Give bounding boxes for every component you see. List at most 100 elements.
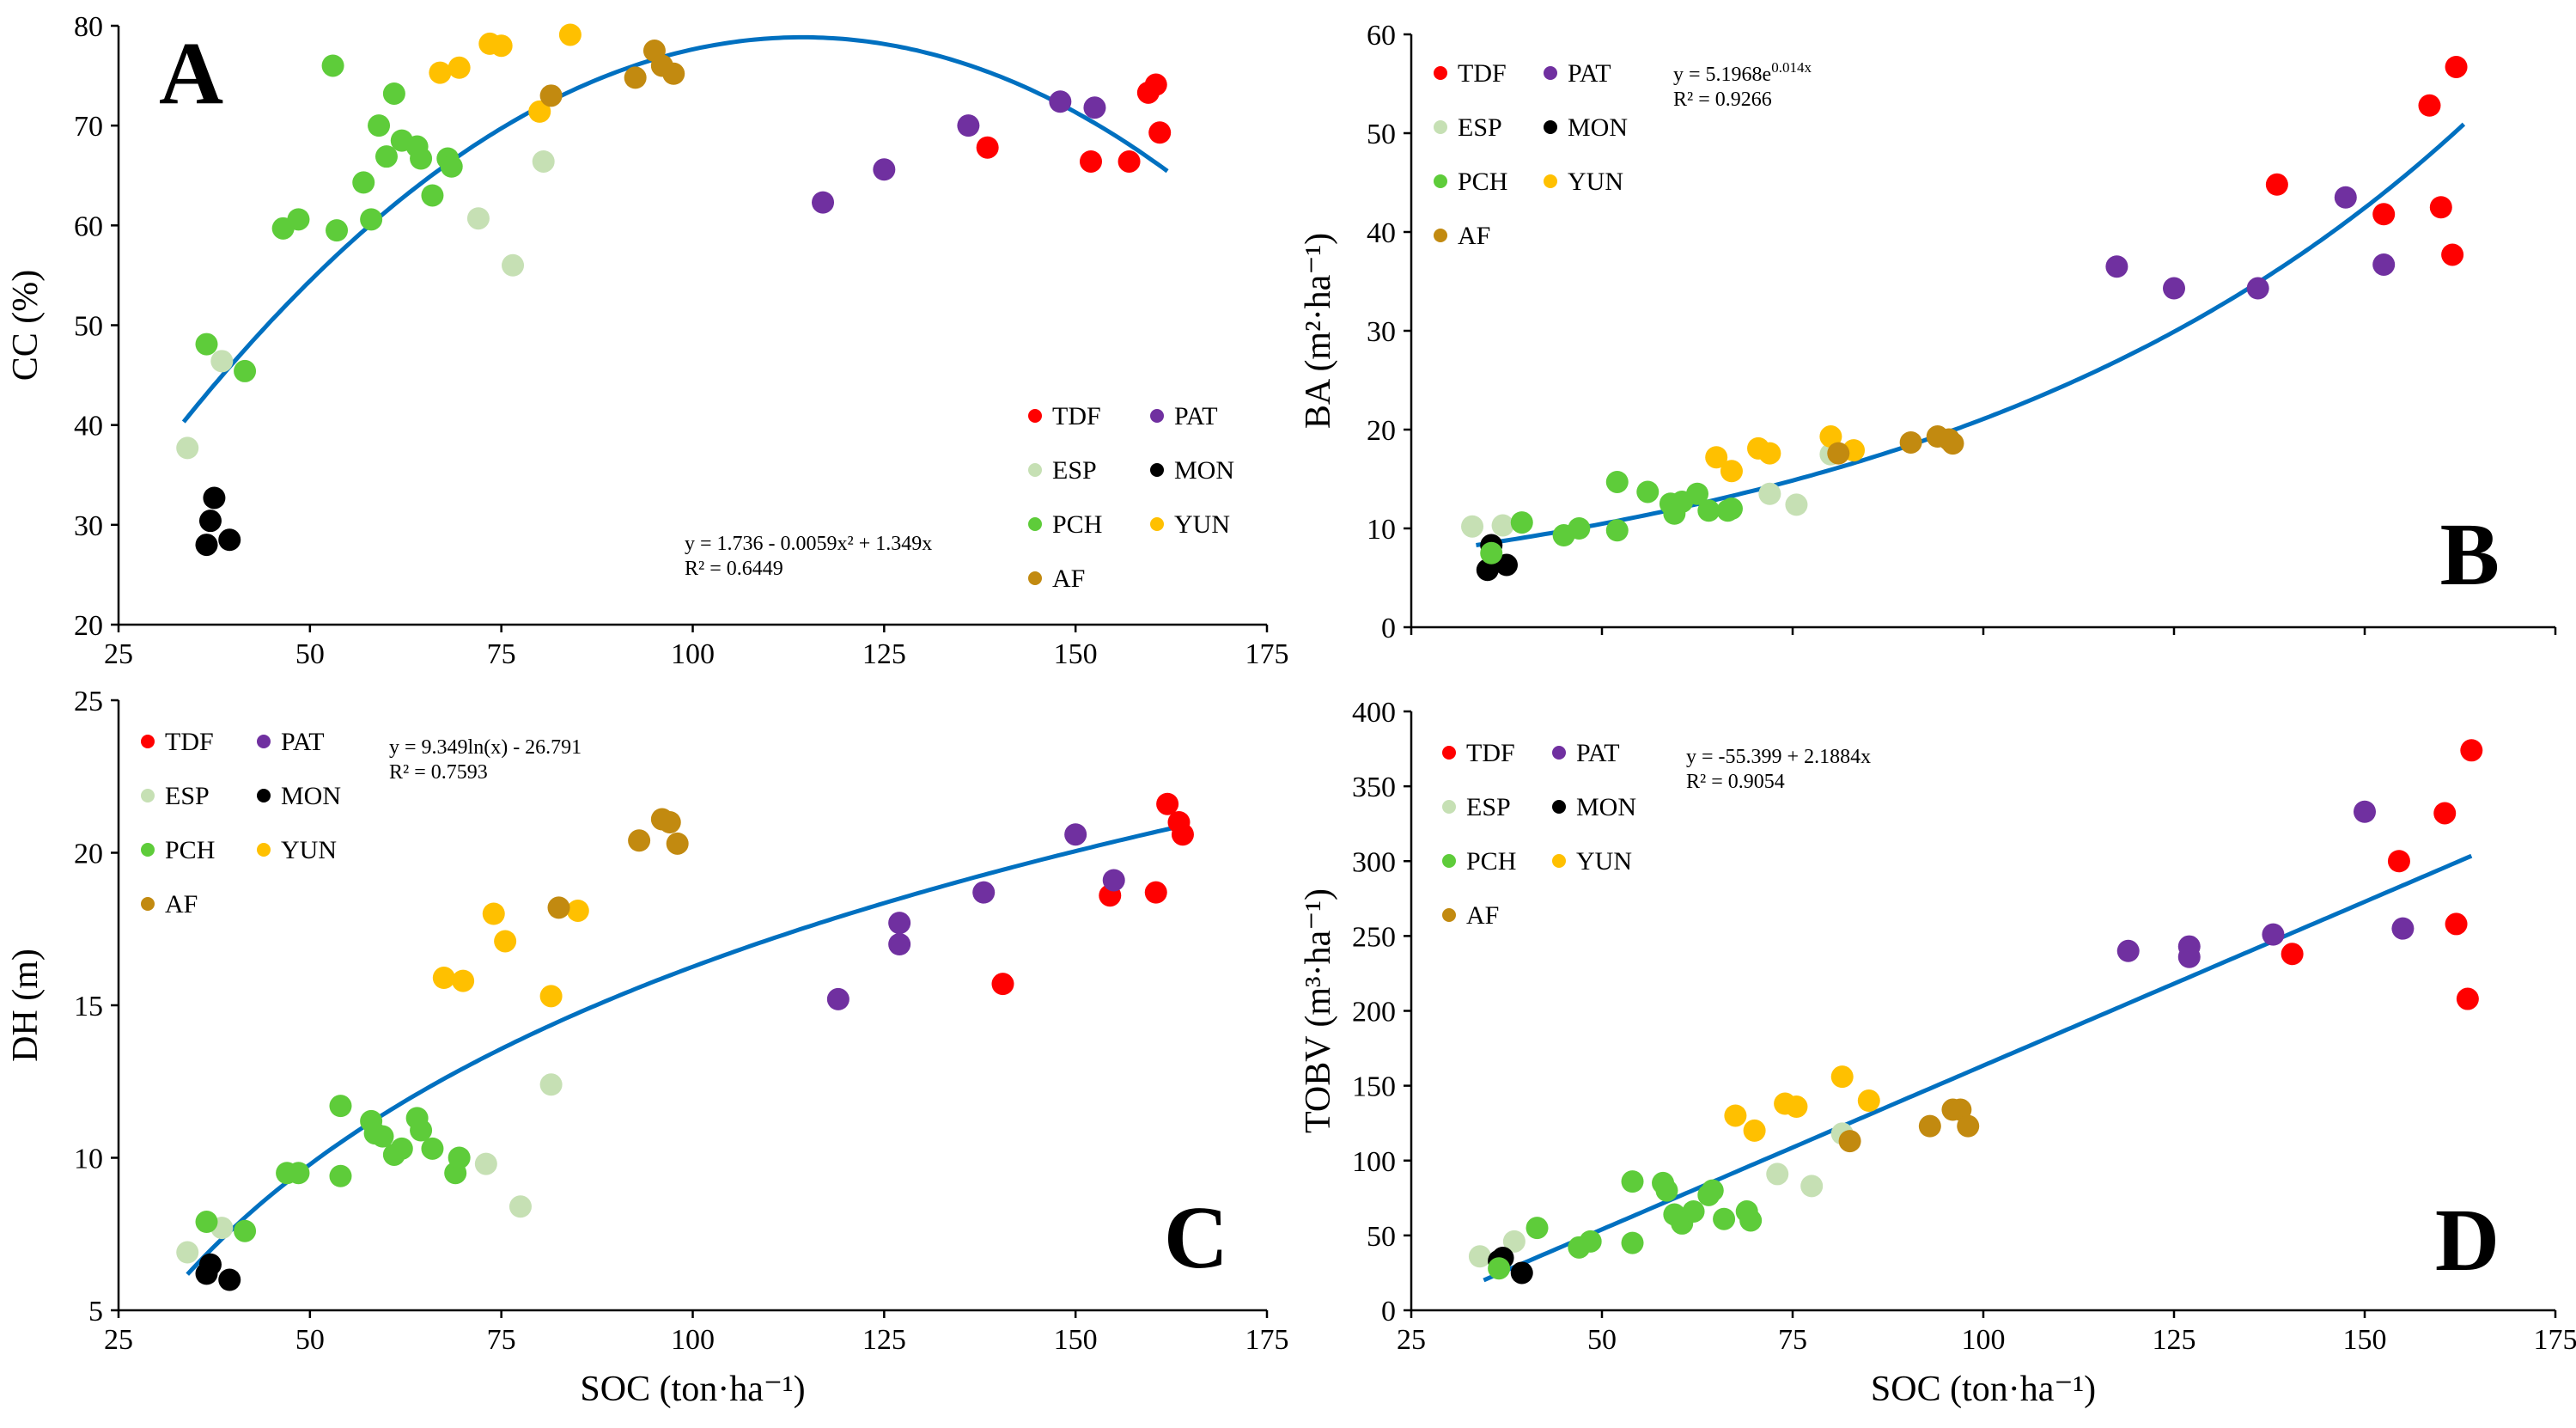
legend-marker [257, 843, 271, 857]
data-point [1468, 1245, 1491, 1268]
x-axis-label: SOC (ton·ha⁻¹) [580, 1370, 805, 1409]
data-point [888, 933, 911, 955]
data-point [1079, 150, 1102, 173]
data-point [1621, 1231, 1644, 1254]
legend-marker [141, 843, 155, 857]
x-tick-label: 25 [1397, 1324, 1426, 1356]
data-point [509, 1195, 532, 1218]
legend-marker [1544, 174, 1557, 188]
data-point [1957, 1114, 1980, 1138]
y-tick-label: 5 [88, 1296, 103, 1327]
r-squared: R² = 0.6449 [685, 558, 783, 580]
data-point [490, 34, 513, 58]
panel-letter: C [1164, 1188, 1228, 1287]
y-tick-label: 400 [1352, 697, 1396, 729]
equation-exponent: 0.014x [1771, 59, 1812, 76]
data-point [195, 1211, 218, 1234]
data-point [1502, 1230, 1526, 1253]
data-point [1049, 90, 1072, 113]
data-point [1697, 499, 1720, 522]
data-point [452, 969, 475, 992]
x-tick-label: 75 [487, 1324, 516, 1356]
x-tick-label: 50 [295, 1324, 325, 1356]
data-point [329, 1095, 352, 1118]
data-point [566, 899, 589, 922]
data-point [2354, 800, 2376, 823]
series-af [547, 808, 689, 919]
x-tick-label: 125 [862, 1324, 906, 1356]
panel-c: 5 10 15 20 25 25 50 75 100 125 150 175 DH (m) SOC (to… [6, 686, 1289, 1409]
data-point [1743, 1119, 1766, 1142]
data-point [826, 987, 850, 1010]
legend-marker [1442, 746, 1456, 760]
legend-marker [1442, 854, 1456, 868]
legend-marker [1028, 463, 1042, 477]
x-tick-label: 100 [1962, 1324, 2006, 1356]
legend-label: MON [1576, 793, 1636, 821]
data-point [176, 436, 199, 460]
legend: TDF PAT ESP MON PCH YUN AF [141, 728, 341, 918]
data-point [198, 1253, 222, 1276]
data-point [1701, 1179, 1724, 1202]
legend-label: PCH [165, 836, 215, 864]
data-point [976, 136, 999, 159]
legend: TDF PAT ESP MON PCH YUN AF [1028, 402, 1234, 593]
legend-marker [1552, 746, 1566, 760]
data-point [2262, 923, 2285, 946]
legend-label: TDF [1466, 739, 1515, 767]
data-point [2265, 173, 2288, 196]
data-point [1819, 425, 1842, 449]
legend-label: YUN [1576, 847, 1632, 876]
data-point [1064, 823, 1087, 846]
equation-text: y = 9.349ln(x) - 26.791 [389, 736, 582, 759]
data-point [2429, 196, 2452, 219]
data-point [368, 114, 391, 137]
data-point [624, 66, 647, 89]
data-point [1686, 482, 1708, 505]
y-tick-label: 200 [1352, 997, 1396, 1028]
data-point [1480, 541, 1503, 564]
legend-label: PAT [1576, 739, 1620, 767]
legend-label: AF [1458, 222, 1490, 250]
legend-label: PAT [1174, 402, 1218, 430]
series-pat [812, 90, 1106, 214]
fit-equation: y = 1.736 - 0.0059x² + 1.349x [685, 533, 932, 555]
y-tick-label: 30 [74, 510, 103, 542]
x-tick-label: 125 [2153, 1324, 2196, 1356]
y-tick-label: 150 [1352, 1071, 1396, 1103]
legend-label: PCH [1466, 847, 1516, 876]
x-tick-label: 175 [2534, 1324, 2576, 1356]
data-point [2418, 94, 2441, 117]
data-point [1621, 1170, 1644, 1193]
data-point [1739, 1209, 1763, 1232]
data-point [1785, 1095, 1808, 1119]
data-point [1102, 869, 1125, 892]
y-tick-label: 100 [1352, 1146, 1396, 1178]
data-point [1636, 480, 1659, 503]
legend-marker [1434, 66, 1447, 80]
data-point [1720, 460, 1743, 483]
panel-letter: A [159, 24, 223, 123]
data-point [1785, 493, 1808, 516]
trendline [181, 34, 1169, 424]
legend-label: ESP [1458, 113, 1502, 142]
data-point [1117, 150, 1141, 173]
y-tick-label: 20 [1367, 415, 1396, 447]
data-point [1682, 1199, 1705, 1223]
legend-marker [1028, 517, 1042, 531]
x-tick-label: 25 [104, 638, 133, 670]
data-point [662, 62, 685, 85]
trendline [1483, 853, 2473, 1283]
data-point [1488, 1257, 1511, 1280]
data-point [234, 359, 257, 382]
y-tick-label: 60 [1367, 20, 1396, 52]
data-point [2116, 939, 2140, 962]
series-pch [195, 54, 463, 382]
series-tdf [2265, 55, 2468, 266]
data-point [203, 486, 226, 510]
y-tick-label: 40 [1367, 217, 1396, 249]
panel-d: 0 50 100 150 200 250 300 350 400 25 50 75 100 125 150 1… [1299, 697, 2576, 1409]
legend-marker [1434, 229, 1447, 242]
data-point [1857, 1089, 1880, 1113]
